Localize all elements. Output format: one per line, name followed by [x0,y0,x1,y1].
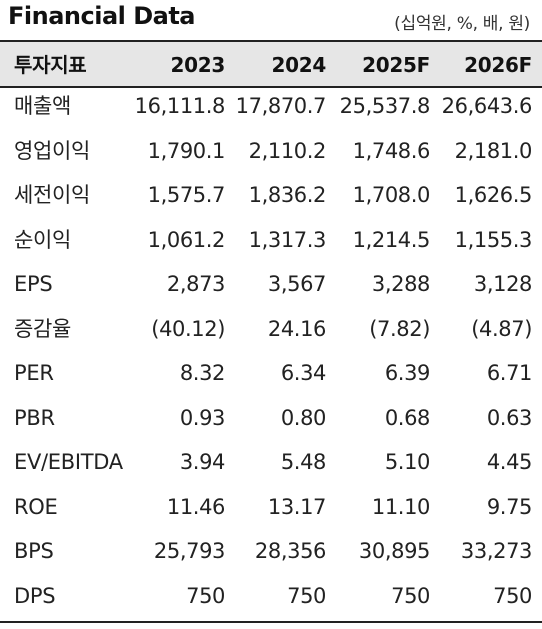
table-cell: 1,317.3 [248,228,327,252]
table-cell: 1,748.6 [352,139,431,163]
row-label: PER [14,361,54,385]
table-cell: 26,643.6 [441,94,533,118]
row-label: EPS [14,272,53,296]
header-rule [0,86,542,88]
row-label: 영업이익 [14,139,91,163]
table-cell: 750 [287,584,326,608]
table-cell: 28,356 [254,539,326,563]
row-label: 순이익 [14,228,72,252]
row-label: ROE [14,495,58,519]
table-cell: 750 [493,584,532,608]
table-cell: 8.32 [179,361,226,385]
row-label: BPS [14,539,54,563]
table-cell: 0.80 [280,406,327,430]
table-cell: 16,111.8 [134,94,226,118]
table-cell: 25,537.8 [339,94,431,118]
table-cell: 2,181.0 [454,139,533,163]
bottom-rule [0,621,542,623]
row-label: DPS [14,584,56,608]
table-cell: 13.17 [267,495,327,519]
header-2025f: 2025F [362,53,430,77]
table-cell: 0.68 [384,406,431,430]
header-2023: 2023 [170,53,226,77]
table-cell: (4.87) [471,317,532,341]
table-cell: 2,873 [166,272,226,296]
row-label: 매출액 [14,94,72,118]
table-cell: 25,793 [153,539,225,563]
table-cell: 6.71 [486,361,533,385]
table-cell: 6.39 [384,361,431,385]
table-cell: 1,626.5 [454,183,533,207]
top-rule [0,40,542,42]
table-cell: 30,895 [358,539,430,563]
row-label: EV/EBITDA [14,450,123,474]
table-cell: 2,110.2 [248,139,327,163]
table-cell: 1,575.7 [147,183,226,207]
table-cell: 1,155.3 [454,228,533,252]
table-cell: 0.63 [486,406,533,430]
table-cell: 11.10 [371,495,431,519]
table-cell: (7.82) [369,317,430,341]
table-cell: 24.16 [267,317,327,341]
title-row: Financial Data (십억원, %, 배, 원) [0,0,542,40]
table-cell: 5.48 [280,450,327,474]
table-cell: 1,836.2 [248,183,327,207]
row-label: PBR [14,406,55,430]
header-2024: 2024 [271,53,327,77]
table-cell: 11.46 [166,495,226,519]
table-header-row: 투자지표 2023 2024 2025F 2026F [0,42,542,86]
unit-note: (십억원, %, 배, 원) [394,14,530,34]
page-title: Financial Data [8,2,196,30]
row-label: 세전이익 [14,183,91,207]
table-cell: 3.94 [179,450,226,474]
table-cell: 0.93 [179,406,226,430]
table-cell: 750 [391,584,430,608]
table-cell: 6.34 [280,361,327,385]
table-cell: 9.75 [486,495,533,519]
table-cell: 1,214.5 [352,228,431,252]
table-cell: 3,288 [371,272,431,296]
header-2026f: 2026F [464,53,532,77]
header-label: 투자지표 [14,53,87,77]
table-cell: 1,708.0 [352,183,431,207]
table-cell: 750 [186,584,225,608]
table-cell: 1,790.1 [147,139,226,163]
row-label: 증감율 [14,317,72,341]
table-cell: (40.12) [151,317,225,341]
table-cell: 1,061.2 [147,228,226,252]
table-cell: 33,273 [460,539,532,563]
table-cell: 4.45 [486,450,533,474]
table-cell: 3,567 [267,272,327,296]
table-cell: 3,128 [473,272,533,296]
table-cell: 5.10 [384,450,431,474]
table-cell: 17,870.7 [235,94,327,118]
